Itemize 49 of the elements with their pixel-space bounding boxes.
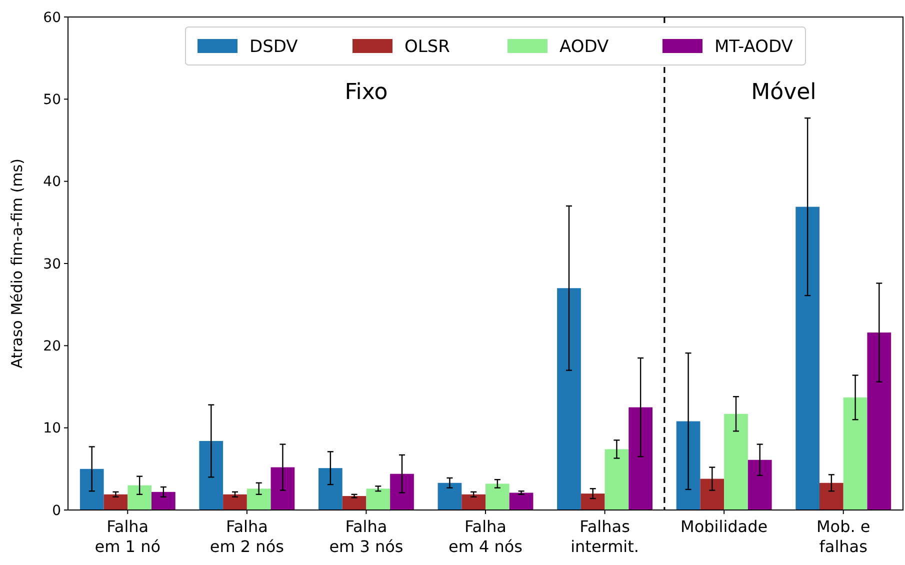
y-axis-title: Atraso Médio fim-a-fim (ms) bbox=[8, 158, 26, 368]
y-tick-label: 50 bbox=[43, 92, 61, 108]
y-tick-label: 40 bbox=[43, 174, 61, 190]
y-tick-label: 0 bbox=[52, 502, 61, 519]
legend-label: DSDV bbox=[250, 36, 298, 57]
bar bbox=[199, 440, 224, 510]
bar bbox=[820, 482, 844, 510]
bar bbox=[342, 496, 366, 510]
bar bbox=[580, 494, 605, 510]
x-tick-label: Falha em 4 nós bbox=[448, 517, 523, 556]
bar bbox=[462, 494, 486, 510]
bar bbox=[700, 478, 724, 510]
bar bbox=[867, 332, 892, 510]
bar bbox=[104, 494, 128, 510]
bar bbox=[557, 288, 581, 510]
bar bbox=[724, 414, 748, 510]
legend-label: MT-AODV bbox=[714, 36, 794, 57]
annotation: Fixo bbox=[344, 80, 388, 106]
y-tick-label: 30 bbox=[43, 256, 61, 272]
bar bbox=[676, 421, 700, 510]
bar bbox=[796, 206, 820, 510]
legend-label: AODV bbox=[560, 36, 610, 57]
legend-label: OLSR bbox=[404, 36, 450, 57]
bar bbox=[486, 484, 510, 510]
bar bbox=[628, 407, 652, 510]
x-tick-label: Falha em 3 nós bbox=[329, 517, 404, 556]
x-tick-label: Falha em 2 nós bbox=[210, 517, 284, 556]
x-tick-label: Mob. e falhas bbox=[816, 517, 870, 556]
bar bbox=[80, 468, 104, 510]
y-tick-label: 60 bbox=[43, 10, 61, 26]
bar bbox=[152, 492, 176, 510]
bar bbox=[604, 449, 629, 510]
bar bbox=[366, 488, 390, 510]
bar bbox=[438, 482, 462, 510]
x-tick-label: Mobilidade bbox=[680, 517, 768, 536]
bar bbox=[246, 488, 271, 510]
bar bbox=[843, 397, 868, 510]
bar bbox=[128, 485, 152, 510]
y-tick-label: 20 bbox=[43, 338, 61, 355]
bar bbox=[390, 474, 414, 510]
bar bbox=[223, 494, 247, 510]
x-tick-label: Falhas intermit. bbox=[570, 517, 639, 556]
bar bbox=[509, 492, 534, 510]
y-tick-label: 10 bbox=[43, 420, 61, 437]
bar bbox=[318, 468, 342, 510]
bar bbox=[270, 467, 295, 510]
bar bbox=[748, 460, 772, 510]
x-tick-label: Falha em 1 nó bbox=[94, 517, 160, 556]
annotation: Móvel bbox=[751, 80, 816, 106]
